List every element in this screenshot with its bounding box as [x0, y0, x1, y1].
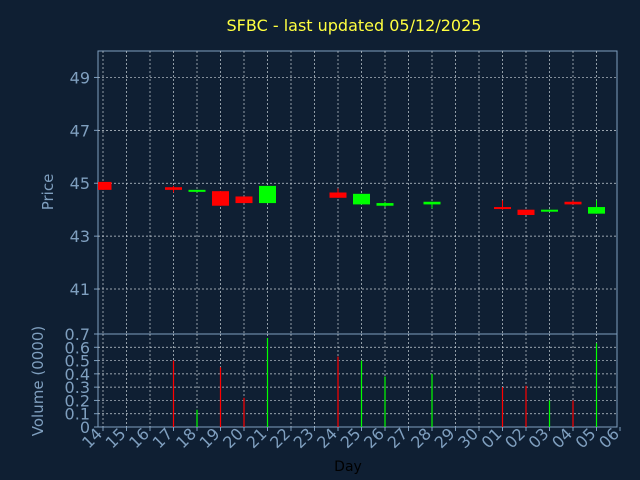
candle-body	[494, 207, 511, 210]
candle-body	[235, 196, 253, 204]
volume-y-tick-label: 0.4	[65, 365, 90, 384]
candles	[98, 181, 605, 215]
price-y-tick-label: 47	[70, 121, 90, 140]
volume-y-tick-labels: 00.10.20.30.40.50.60.7	[65, 325, 98, 437]
price-y-tick-label: 41	[70, 280, 90, 299]
price-y-tick-label: 49	[70, 68, 90, 87]
candle-body	[353, 193, 370, 205]
x-tick-labels: 1415161718192021222324252627282930010203…	[78, 424, 623, 452]
volume-plot-frame	[97, 333, 618, 428]
price-panel: 41 43 45 47 49 Price	[39, 50, 618, 335]
volume-y-tick-label: 0.7	[65, 325, 90, 344]
candle-body	[541, 209, 558, 212]
chart-title: SFBC - last updated 05/12/2025	[227, 16, 482, 35]
candle-body	[259, 185, 276, 204]
volume-grid	[98, 334, 617, 427]
volume-y-tick-label: 0.6	[65, 338, 90, 357]
volume-axis-label: Volume (0000)	[29, 326, 47, 436]
price-y-tick-label: 45	[70, 174, 90, 193]
candle-body	[588, 207, 605, 214]
candle-body	[423, 201, 441, 205]
volume-y-tick-label: 0.1	[65, 405, 90, 424]
volume-bars	[172, 337, 598, 427]
volume-y-tick-label: 0.5	[65, 352, 90, 371]
volume-y-tick-label: 0.3	[65, 378, 90, 397]
candle-body	[98, 181, 112, 190]
price-y-tick-label: 43	[70, 227, 90, 246]
price-grid	[98, 51, 617, 334]
price-axis-label: Price	[39, 174, 57, 211]
x-axis-label: Day	[334, 459, 362, 475]
price-y-tick-labels: 41 43 45 47 49	[70, 68, 98, 299]
price-plot-frame	[97, 50, 618, 335]
volume-panel: 00.10.20.30.40.50.60.7 Volume (0000)	[29, 325, 618, 437]
candle-body	[564, 201, 582, 205]
volume-y-tick-label: 0	[80, 418, 90, 437]
candle-body	[165, 187, 182, 190]
candle-body	[517, 209, 535, 215]
volume-y-tick-label: 0.2	[65, 391, 90, 410]
candle-body	[329, 192, 347, 198]
candle-body	[212, 191, 229, 206]
candle-body	[188, 189, 206, 192]
candle-body	[376, 203, 394, 206]
x-tick-label: 06	[595, 424, 623, 452]
